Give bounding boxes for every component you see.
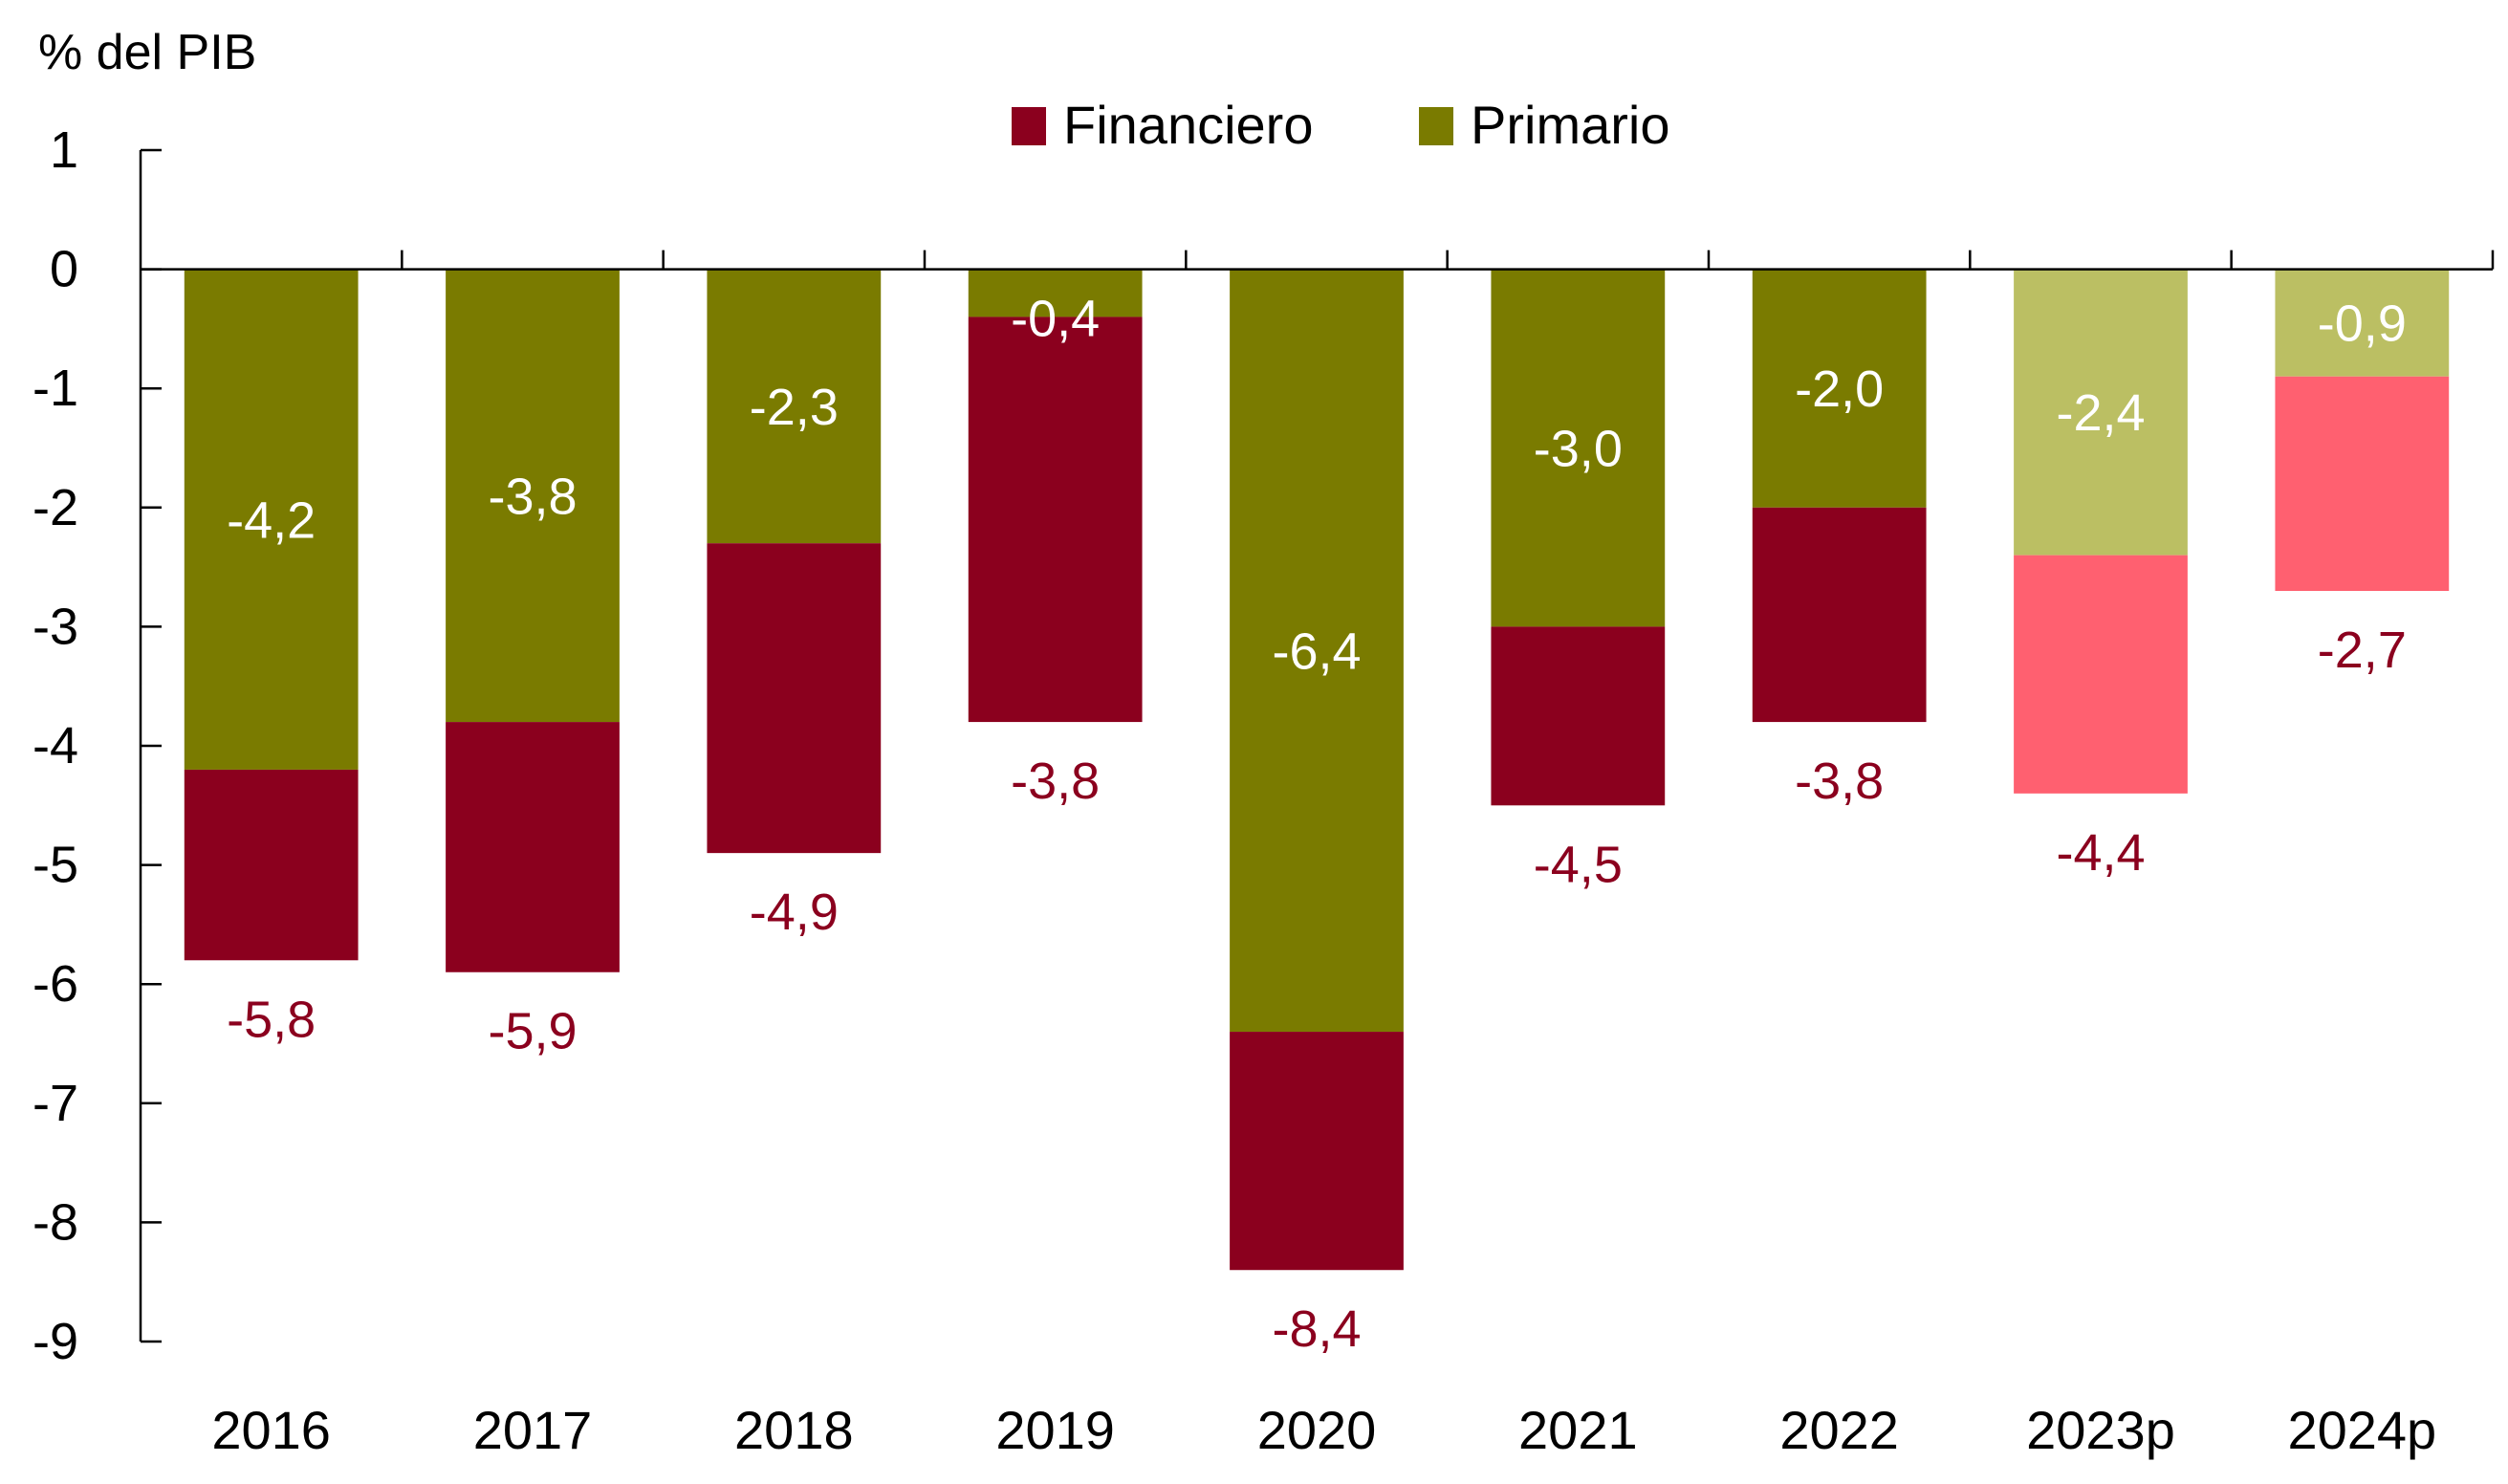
x-tick-label: 2020: [1257, 1400, 1377, 1460]
data-label-financiero: -5,8: [227, 991, 316, 1048]
bar-primario-2024p: [2275, 269, 2450, 377]
value-labels: -4,2 -5,8 -3,8 -5,9 -2,3 -4,9 -0,4 -3,8 -6,4 -8,4…: [227, 291, 2407, 1359]
x-tick-label: 2024p: [2287, 1400, 2436, 1460]
y-tick-label: -9: [33, 1313, 78, 1370]
x-tick-label: 2023p: [2026, 1400, 2175, 1460]
data-label-financiero: -4,9: [750, 884, 839, 941]
bar-primario-2016: [184, 269, 359, 770]
bar-primario-2023p: [2014, 269, 2188, 556]
bar-primario-2017: [446, 269, 620, 723]
x-tick-label: 2022: [1779, 1400, 1899, 1460]
data-label-primario: -2,4: [2056, 384, 2145, 442]
bar-financiero-2019: [968, 316, 1143, 723]
data-label-financiero: -3,8: [1795, 753, 1884, 810]
bar-financiero-2021: [1491, 626, 1666, 806]
bar-primario-2019: [968, 269, 1143, 317]
bar-primario-2022: [1752, 269, 1927, 508]
legend-swatch-primario: [1419, 107, 1453, 145]
data-label-primario: -6,4: [1272, 622, 1361, 680]
data-label-financiero: -4,5: [1534, 836, 1623, 893]
y-tick-label: 0: [50, 241, 78, 298]
chart-title: % del PIB: [38, 25, 256, 80]
data-label-financiero: -3,8: [1011, 753, 1100, 810]
legend-label-primario: Primario: [1471, 95, 1669, 155]
bar-financiero-2017: [446, 722, 620, 972]
x-tick-label: 2018: [734, 1400, 854, 1460]
bar-financiero-2020: [1230, 1032, 1404, 1271]
y-tick-label: -1: [33, 360, 78, 417]
bar-financiero-2016: [184, 769, 359, 961]
x-tick-label: 2016: [211, 1400, 331, 1460]
x-axis-ticks: 2016 2017 2018 2019 2020 2021 2022 2023p 2024p: [211, 1400, 2436, 1460]
y-tick-label: -3: [33, 598, 78, 655]
legend: Financiero Primario: [1012, 95, 1669, 155]
data-label-primario: -4,2: [227, 491, 316, 549]
bar-primario-2020: [1230, 269, 1404, 1033]
legend-label-financiero: Financiero: [1063, 95, 1313, 155]
axes: [139, 148, 2495, 1343]
data-label-financiero: -8,4: [1272, 1300, 1361, 1358]
bar-financiero-2018: [707, 543, 882, 854]
bar-financiero-2023p: [2014, 555, 2188, 794]
bar-primario-2021: [1491, 269, 1666, 627]
bar-financiero-2022: [1752, 507, 1927, 723]
data-label-primario: -2,3: [750, 379, 839, 436]
data-label-financiero: -2,7: [2318, 622, 2407, 679]
data-label-financiero: -5,9: [488, 1003, 577, 1060]
data-label-financiero: -4,4: [2056, 824, 2145, 882]
x-tick-label: 2017: [473, 1400, 593, 1460]
y-tick-label: 1: [50, 121, 78, 179]
y-tick-label: -5: [33, 837, 78, 894]
x-tick-label: 2019: [995, 1400, 1115, 1460]
y-tick-label: -8: [33, 1193, 78, 1251]
y-tick-label: -4: [33, 717, 78, 775]
x-tick-label: 2021: [1518, 1400, 1638, 1460]
bar-primario-2018: [707, 269, 882, 544]
data-label-primario: -2,0: [1795, 360, 1884, 418]
bars: [184, 269, 2450, 1271]
y-tick-label: -2: [33, 479, 78, 536]
legend-swatch-financiero: [1012, 107, 1046, 145]
data-label-primario: -3,0: [1534, 421, 1623, 478]
data-label-primario: -0,4: [1011, 291, 1100, 348]
y-tick-label: -7: [33, 1075, 78, 1132]
bar-financiero-2024p: [2275, 376, 2450, 592]
data-label-primario: -0,9: [2318, 295, 2407, 353]
y-tick-label: -6: [33, 955, 78, 1013]
data-label-primario: -3,8: [488, 468, 577, 525]
y-axis-ticks: 1 0 -1 -2 -3 -4 -5 -6 -7 -8 -9: [33, 121, 78, 1370]
